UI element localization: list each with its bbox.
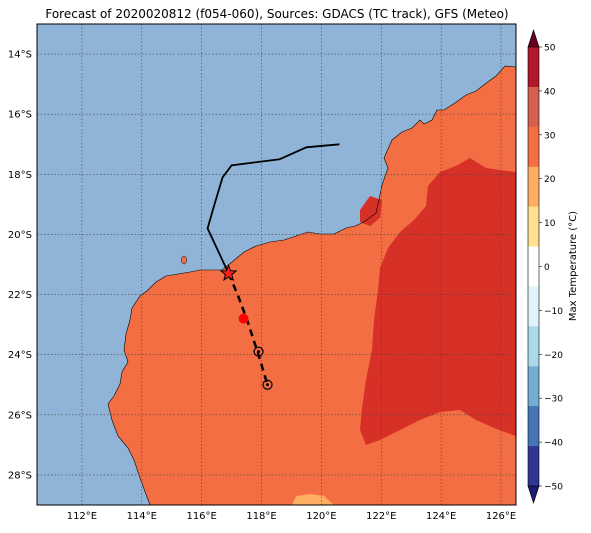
colorbar-extend-bottom	[527, 485, 540, 504]
lon-tick-label: 126°E	[486, 511, 516, 522]
forecast-point-filled	[238, 313, 249, 324]
colorbar-segment	[528, 446, 539, 487]
colorbar-segment	[528, 47, 539, 88]
colorbar-tick-label: 40	[544, 87, 556, 97]
land-temperature-30-40-coast	[360, 196, 382, 226]
land-temperature-30-40	[360, 158, 516, 505]
lat-tick-label: 14°S	[8, 50, 32, 61]
colorbar-tick-label: −10	[544, 307, 563, 317]
colorbar	[527, 29, 540, 504]
colorbar-segment	[528, 206, 539, 247]
lat-tick-label: 28°S	[8, 470, 32, 481]
lon-tick-label: 122°E	[366, 511, 396, 522]
map-area	[37, 24, 516, 505]
colorbar-segment	[528, 246, 539, 287]
colorbar-segment	[528, 326, 539, 367]
forecast-point-open	[253, 346, 264, 357]
colorbar-tick-label: 20	[544, 175, 556, 185]
graticule	[37, 24, 516, 505]
colorbar-tick-label: 50	[544, 44, 556, 54]
lon-tick-label: 124°E	[426, 511, 456, 522]
colorbar-tick-label: −40	[544, 439, 563, 449]
coastline	[107, 65, 516, 505]
latitude-tick-labels: 14°S 16°S 18°S 20°S 22°S 24°S 26°S 28°S	[8, 50, 32, 482]
colorbar-segment	[528, 126, 539, 168]
longitude-tick-labels: 112°E 114°E 116°E 118°E 120°E 122°E 124°E 126°E	[67, 511, 517, 522]
lon-tick-label: 114°E	[127, 511, 157, 522]
forecast-point-center	[266, 383, 270, 387]
colorbar-segment	[528, 406, 539, 447]
map-frame	[36, 23, 517, 506]
colorbar-tick-labels: 50 40 30 20 10 0 −10 −20 −30 −40 −50	[539, 44, 563, 493]
colorbar-label: Max Temperature (°C)	[568, 211, 579, 321]
colorbar-tick-label: −20	[544, 351, 563, 361]
lon-tick-label: 116°E	[186, 511, 216, 522]
lon-tick-label: 120°E	[306, 511, 336, 522]
colorbar-tick-label: 0	[544, 263, 550, 273]
colorbar-segment	[528, 366, 539, 407]
lat-tick-label: 18°S	[8, 170, 32, 181]
lat-tick-label: 16°S	[8, 110, 32, 121]
colorbar-tick-label: 10	[544, 219, 556, 229]
figure-title: Forecast of 2020020812 (f054-060), Sourc…	[45, 7, 508, 21]
colorbar-segment	[528, 286, 539, 327]
lat-tick-label: 20°S	[8, 230, 32, 241]
colorbar-tick-label: 30	[544, 131, 556, 141]
forecast-point-open	[262, 379, 273, 390]
colorbar-tick-label: −30	[544, 395, 563, 405]
colorbar-extend-top	[527, 29, 540, 48]
colorbar-segment	[528, 86, 539, 128]
lon-tick-label: 112°E	[67, 511, 97, 522]
lat-tick-label: 22°S	[8, 290, 32, 301]
island	[181, 255, 187, 265]
observed-track-line	[206, 143, 340, 274]
colorbar-tick-label: −50	[544, 483, 563, 493]
lat-tick-label: 26°S	[8, 410, 32, 421]
forecast-points	[238, 313, 273, 390]
land-temperature-10-20	[292, 494, 334, 505]
forecast-point-center	[257, 350, 261, 354]
lon-tick-label: 118°E	[246, 511, 276, 522]
lat-tick-label: 24°S	[8, 350, 32, 361]
colorbar-segment	[528, 166, 539, 208]
current-position-star-icon	[219, 264, 238, 282]
